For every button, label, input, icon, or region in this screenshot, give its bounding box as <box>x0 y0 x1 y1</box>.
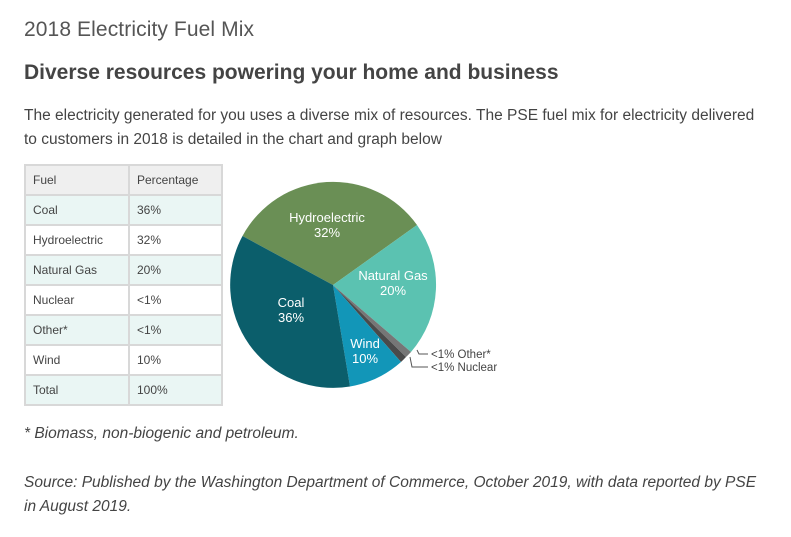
label-other: <1% Other* <box>431 349 491 361</box>
label-nuclear: <1% Nuclear <box>431 362 497 374</box>
label-wind-pct: 10% <box>352 351 378 366</box>
footnote: * Biomass, non-biogenic and petroleum. <box>24 425 299 442</box>
table-row: Nuclear <1% <box>24 284 223 316</box>
fuel-cell: Hydroelectric <box>24 224 130 256</box>
label-coal-pct: 36% <box>278 310 304 325</box>
callout-leaders <box>409 349 428 368</box>
label-gas-pct: 20% <box>380 283 406 298</box>
pie-slice-natural-gas <box>333 225 437 352</box>
fuel-cell: Coal <box>24 194 130 226</box>
percentage-cell: 36% <box>128 194 223 226</box>
fuel-cell: Nuclear <box>24 284 130 316</box>
label-coal-name: Coal <box>278 295 305 310</box>
page-title: 2018 Electricity Fuel Mix <box>24 18 255 41</box>
intro-paragraph: The electricity generated for you uses a… <box>24 107 755 148</box>
fuel-mix-table: Fuel Percentage Coal 36% Hydroelectric 3… <box>24 164 223 406</box>
table-header-row: Fuel Percentage <box>24 164 223 196</box>
percentage-cell: 32% <box>128 224 223 256</box>
pie-slice-wind <box>333 285 401 387</box>
label-hydro-pct: 32% <box>314 225 340 240</box>
table-row: Coal 36% <box>24 194 223 226</box>
pie-slice-coal <box>230 236 350 388</box>
table-row: Other* <1% <box>24 314 223 346</box>
label-wind-name: Wind <box>350 336 380 351</box>
pie-slice-hydroelectric <box>242 181 417 285</box>
fuel-cell: Total <box>24 374 130 406</box>
table-row-total: Total 100% <box>24 374 223 406</box>
fuel-cell: Other* <box>24 314 130 346</box>
fuel-cell: Natural Gas <box>24 254 130 286</box>
percentage-cell: <1% <box>128 314 223 346</box>
percentage-cell: 100% <box>128 374 223 406</box>
percentage-cell: 20% <box>128 254 223 286</box>
pie-slice-other <box>333 285 411 357</box>
percentage-cell: <1% <box>128 284 223 316</box>
table-row: Wind 10% <box>24 344 223 376</box>
page-subtitle: Diverse resources powering your home and… <box>24 61 559 84</box>
table-row: Natural Gas 20% <box>24 254 223 286</box>
header-percentage: Percentage <box>128 164 223 196</box>
pie-slice-nuclear <box>333 285 406 362</box>
label-gas-name: Natural Gas <box>358 268 428 283</box>
source-note: Source: Published by the Washington Depa… <box>24 474 757 515</box>
header-fuel: Fuel <box>24 164 130 196</box>
percentage-cell: 10% <box>128 344 223 376</box>
fuel-mix-pie-chart: Hydroelectric 32% Natural Gas 20% Coal 3… <box>230 181 497 388</box>
fuel-cell: Wind <box>24 344 130 376</box>
table-row: Hydroelectric 32% <box>24 224 223 256</box>
label-hydro-name: Hydroelectric <box>289 210 365 225</box>
